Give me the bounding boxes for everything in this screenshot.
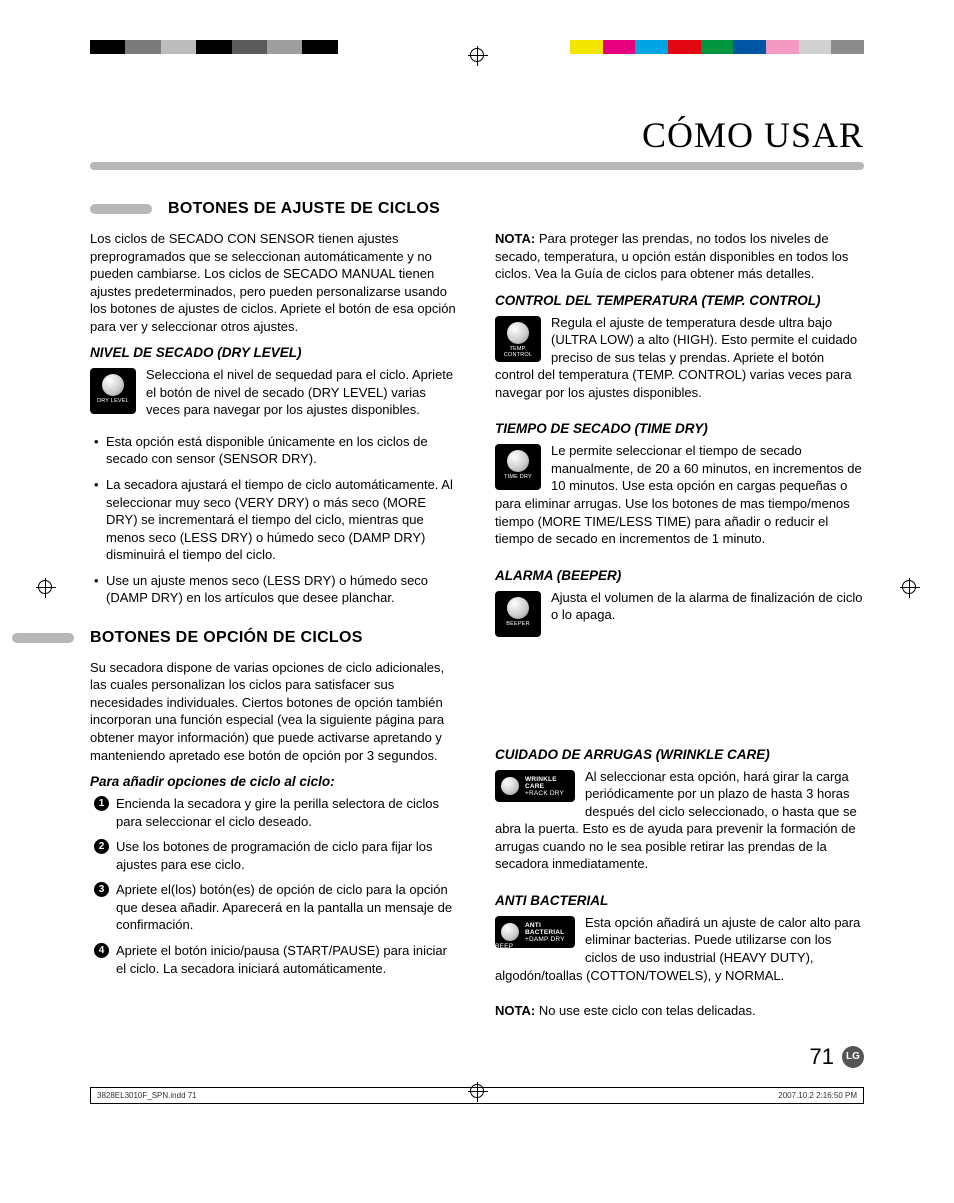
- intro-paragraph: Los ciclos de SECADO CON SENSOR tienen a…: [90, 230, 459, 335]
- beeper-heading: ALARMA (BEEPER): [495, 568, 864, 583]
- nota-text: No use este ciclo con telas delicadas.: [535, 1003, 755, 1018]
- step-item: 4Apriete el botón inicio/pausa (START/PA…: [94, 942, 459, 977]
- steps-list: 1Encienda la secadora y gire la perilla …: [90, 795, 459, 977]
- wrinkle-care-feature: WRINKLE CARE+RACK DRY Al seleccionar est…: [495, 768, 864, 883]
- temp-control-button-icon: TEMP. CONTROL: [495, 316, 541, 362]
- footer-filename: 3828EL3010F_SPN.indd 71: [97, 1091, 197, 1100]
- right-column: NOTA: Para proteger las prendas, no todo…: [495, 230, 864, 1030]
- page-footer: 71 LG: [90, 1044, 864, 1070]
- temp-control-body: Regula el ajuste de temperatura desde ul…: [495, 314, 864, 402]
- step-number-icon: 1: [94, 796, 109, 811]
- anti-bacterial-button-icon: ANTI BACTERIAL+DAMP DRY BEEP: [495, 916, 575, 948]
- section-header: BOTONES DE OPCIÓN DE CICLOS: [12, 629, 459, 647]
- time-dry-body: Le permite seleccionar el tiempo de seca…: [495, 442, 864, 547]
- dry-level-button-icon: DRY LEVEL: [90, 368, 136, 414]
- time-dry-button-icon: TIME DRY: [495, 444, 541, 490]
- step-number-icon: 4: [94, 943, 109, 958]
- print-footer: 3828EL3010F_SPN.indd 71 2007.10.2 2:16:5…: [90, 1087, 864, 1104]
- nota-paragraph: NOTA: Para proteger las prendas, no todo…: [495, 230, 864, 283]
- bullet-item: Use un ajuste menos seco (LESS DRY) o hú…: [94, 572, 459, 607]
- lg-logo-icon: LG: [842, 1046, 864, 1068]
- step-number-icon: 2: [94, 839, 109, 854]
- steps-heading: Para añadir opciones de ciclo al ciclo:: [90, 774, 459, 789]
- anti-bacterial-heading: ANTI BACTERIAL: [495, 893, 864, 908]
- beeper-button-icon: BEEPER: [495, 591, 541, 637]
- nota-text: Para proteger las prendas, no todos los …: [495, 231, 848, 281]
- page-title: CÓMO USAR: [90, 114, 864, 156]
- anti-bacterial-feature: ANTI BACTERIAL+DAMP DRY BEEP Esta opción…: [495, 914, 864, 994]
- section-heading: BOTONES DE AJUSTE DE CICLOS: [168, 200, 440, 218]
- registration-mark-icon: [902, 580, 916, 594]
- section-pill-icon: [12, 633, 74, 643]
- time-dry-heading: TIEMPO DE SECADO (TIME DRY): [495, 421, 864, 436]
- left-column: Los ciclos de SECADO CON SENSOR tienen a…: [90, 230, 459, 1030]
- registration-mark-icon: [38, 580, 52, 594]
- nota-label: NOTA:: [495, 231, 535, 246]
- page: CÓMO USAR BOTONES DE AJUSTE DE CICLOS Lo…: [0, 20, 954, 1110]
- registration-mark-icon: [470, 48, 484, 62]
- page-number: 71: [810, 1044, 834, 1070]
- step-number-icon: 3: [94, 882, 109, 897]
- section-pill-icon: [90, 204, 152, 214]
- beeper-feature: BEEPER Ajusta el volumen de la alarma de…: [495, 589, 864, 639]
- footer-timestamp: 2007.10.2 2:16:50 PM: [778, 1091, 857, 1100]
- intro-paragraph: Su secadora dispone de varias opciones d…: [90, 659, 459, 764]
- temp-control-heading: CONTROL DEL TEMPERATURA (TEMP. CONTROL): [495, 293, 864, 308]
- beeper-body: Ajusta el volumen de la alarma de finali…: [495, 589, 864, 624]
- dry-level-bullets: Esta opción está disponible únicamente e…: [90, 433, 459, 607]
- wrinkle-care-heading: CUIDADO DE ARRUGAS (WRINKLE CARE): [495, 747, 864, 762]
- title-divider: [90, 162, 864, 170]
- step-item: 3Apriete el(los) botón(es) de opción de …: [94, 881, 459, 934]
- step-item: 2Use los botones de programación de cicl…: [94, 838, 459, 873]
- wrinkle-care-button-icon: WRINKLE CARE+RACK DRY: [495, 770, 575, 802]
- dry-level-body: Selecciona el nivel de sequedad para el …: [90, 366, 459, 419]
- bullet-item: Esta opción está disponible únicamente e…: [94, 433, 459, 468]
- dry-level-feature: DRY LEVEL Selecciona el nivel de sequeda…: [90, 366, 459, 425]
- step-item: 1Encienda la secadora y gire la perilla …: [94, 795, 459, 830]
- content-columns: Los ciclos de SECADO CON SENSOR tienen a…: [90, 230, 864, 1030]
- nota-label: NOTA:: [495, 1003, 535, 1018]
- time-dry-feature: TIME DRY Le permite seleccionar el tiemp…: [495, 442, 864, 557]
- bullet-item: La secadora ajustará el tiempo de ciclo …: [94, 476, 459, 564]
- dry-level-heading: NIVEL DE SECADO (DRY LEVEL): [90, 345, 459, 360]
- section-header: BOTONES DE AJUSTE DE CICLOS: [90, 200, 864, 218]
- temp-control-feature: TEMP. CONTROL Regula el ajuste de temper…: [495, 314, 864, 412]
- section-heading: BOTONES DE OPCIÓN DE CICLOS: [90, 629, 363, 647]
- nota-paragraph: NOTA: No use este ciclo con telas delica…: [495, 1002, 864, 1020]
